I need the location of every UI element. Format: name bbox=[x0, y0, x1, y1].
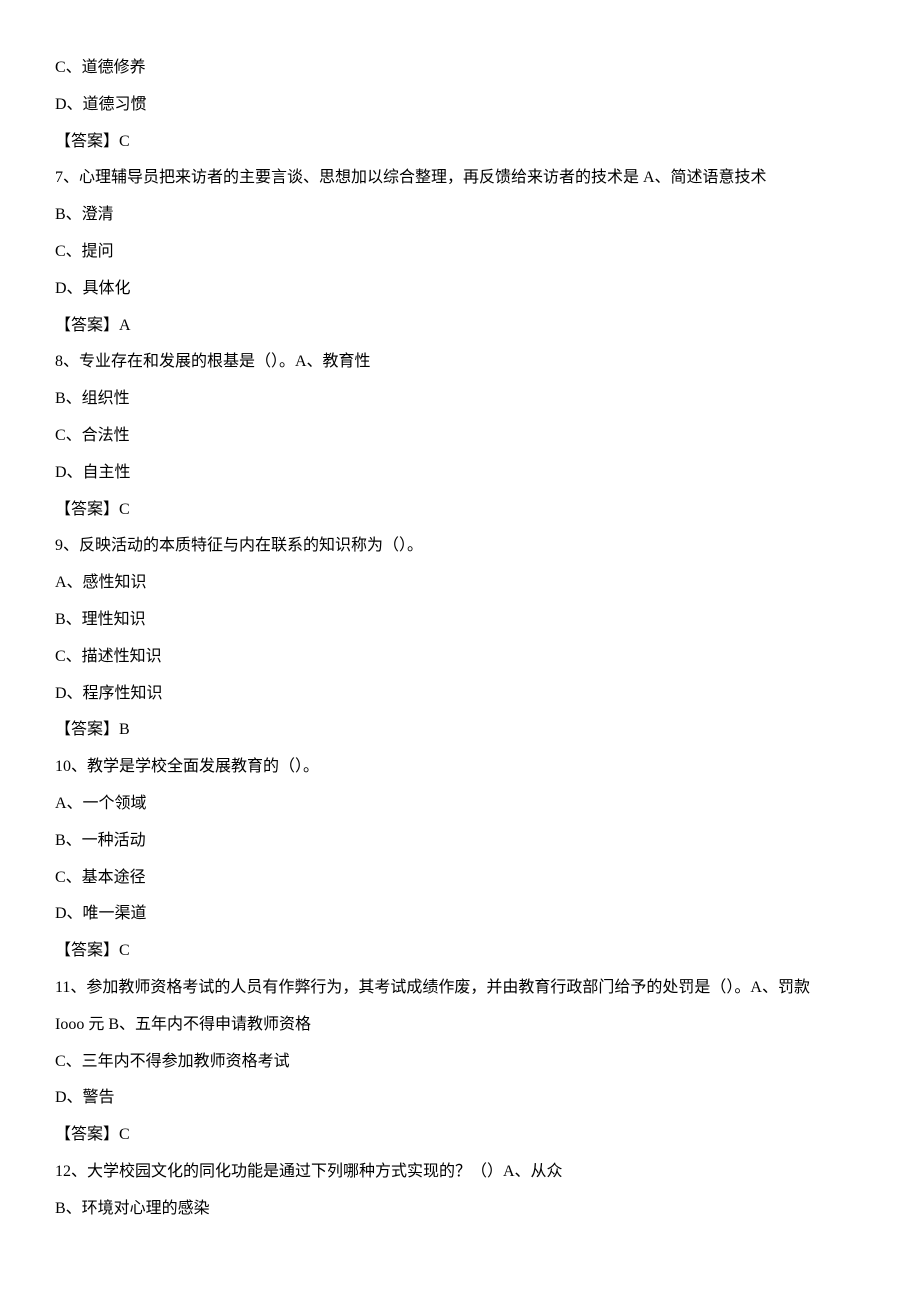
text-line: B、环境对心理的感染 bbox=[55, 1191, 870, 1228]
text-line: 10、教学是学校全面发展教育的（）。 bbox=[55, 749, 870, 786]
text-line: B、一种活动 bbox=[55, 823, 870, 860]
text-line: B、澄清 bbox=[55, 197, 870, 234]
text-line: A、感性知识 bbox=[55, 565, 870, 602]
text-line: B、理性知识 bbox=[55, 602, 870, 639]
text-line: 8、专业存在和发展的根基是（）。A、教育性 bbox=[55, 344, 870, 381]
text-line: 7、心理辅导员把来访者的主要言谈、思想加以综合整理，再反馈给来访者的技术是 A、… bbox=[55, 160, 870, 197]
text-line: C、三年内不得参加教师资格考试 bbox=[55, 1044, 870, 1081]
text-line: 【答案】C bbox=[55, 1117, 870, 1154]
text-line: 【答案】B bbox=[55, 712, 870, 749]
text-line: 【答案】C bbox=[55, 124, 870, 161]
text-line: D、警告 bbox=[55, 1080, 870, 1117]
text-line: 11、参加教师资格考试的人员有作弊行为，其考试成绩作废，并由教育行政部门给予的处… bbox=[55, 970, 870, 1007]
text-line: D、具体化 bbox=[55, 271, 870, 308]
text-line: Iooo 元 B、五年内不得申请教师资格 bbox=[55, 1007, 870, 1044]
text-line: C、基本途径 bbox=[55, 860, 870, 897]
text-line: D、自主性 bbox=[55, 455, 870, 492]
text-line: 【答案】C bbox=[55, 492, 870, 529]
text-line: C、提问 bbox=[55, 234, 870, 271]
text-line: D、唯一渠道 bbox=[55, 896, 870, 933]
text-line: 【答案】A bbox=[55, 308, 870, 345]
text-line: C、道德修养 bbox=[55, 50, 870, 87]
text-line: A、一个领域 bbox=[55, 786, 870, 823]
text-line: 12、大学校园文化的同化功能是通过下列哪种方式实现的？（）A、从众 bbox=[55, 1154, 870, 1191]
text-line: D、道德习惯 bbox=[55, 87, 870, 124]
text-line: 9、反映活动的本质特征与内在联系的知识称为（）。 bbox=[55, 528, 870, 565]
text-line: C、合法性 bbox=[55, 418, 870, 455]
text-line: B、组织性 bbox=[55, 381, 870, 418]
text-line: 【答案】C bbox=[55, 933, 870, 970]
text-line: D、程序性知识 bbox=[55, 676, 870, 713]
text-line: C、描述性知识 bbox=[55, 639, 870, 676]
